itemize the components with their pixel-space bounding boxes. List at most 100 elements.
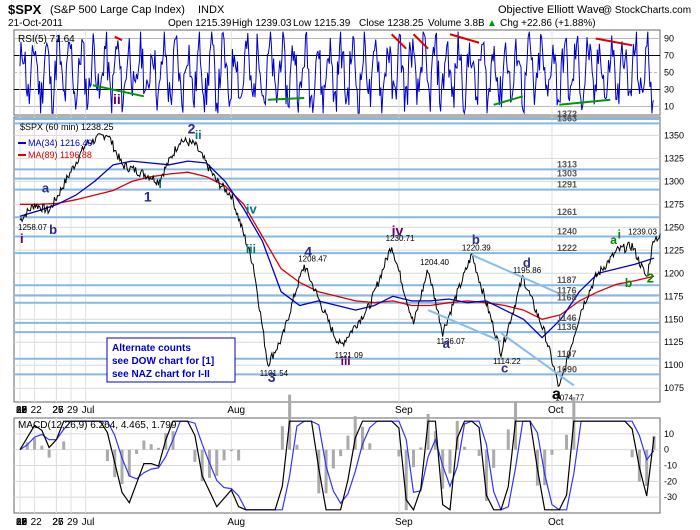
macd-hist-bar (361, 426, 365, 450)
macd-hist-bar (33, 438, 37, 450)
chart-description: (S&P 500 Large Cap Index) (50, 4, 185, 16)
x-tick-label: 20 (16, 405, 28, 416)
price-label: 1258.07 (18, 223, 47, 232)
divergence-line (92, 84, 145, 98)
x-tick-label: 25 (52, 405, 64, 416)
x-tick-label: 17 (16, 517, 28, 528)
open-value: Open 1215.39 (168, 18, 232, 29)
trendlines (427, 253, 575, 387)
macd-hist-bar (47, 449, 51, 458)
fib-label: 1176 (557, 285, 577, 295)
macd-hist-bar (645, 449, 649, 486)
x-tick-label: 27 (52, 405, 64, 416)
macd-hist-bar (105, 449, 109, 462)
x-tick-label: Sep (395, 405, 413, 416)
site-title: Objective Elliott Wave (498, 4, 605, 16)
wave-label: iv (246, 202, 258, 217)
price-label: 1101.54 (260, 369, 289, 378)
x-tick-label: 19 (16, 405, 28, 416)
price-label: 1136.07 (437, 337, 466, 346)
macd-hist-bar (463, 446, 467, 450)
low-value: Low 1215.39 (293, 18, 351, 29)
macd-hist-bar (448, 449, 452, 474)
wave-label: a (610, 233, 617, 247)
x-tick-label: 6 (16, 517, 22, 528)
ma89-line (20, 171, 655, 320)
rsi-tick-label: 10 (664, 102, 674, 112)
macd-hist-bar (127, 449, 131, 477)
alternate-count-box (106, 337, 236, 383)
macd-hist-bar (412, 449, 416, 468)
x-tick-label: 27 (52, 517, 64, 528)
macd-hist-bar (426, 413, 430, 450)
macd-hist-bar (477, 449, 481, 456)
ma89-legend: MA(89) 1196.88 (28, 150, 92, 160)
x-tick-label: 11 (16, 517, 27, 528)
rsi-tick-label: 30 (664, 85, 674, 95)
change-value: Chg +22.86 (+1.88%) (500, 18, 596, 29)
x-tick-label: 19 (16, 517, 28, 528)
macd-hist-bar (156, 447, 160, 450)
x-tick-label: 20 (16, 517, 28, 528)
price-tick-label: 1325 (664, 153, 684, 163)
macd-signal-line (19, 420, 655, 511)
x-tick-label: 29 (67, 405, 79, 416)
trendline (471, 253, 560, 295)
rsi-tick-label: 50 (664, 68, 674, 78)
macd-hist-bar (368, 443, 372, 450)
x-tick-label: 25 (52, 517, 64, 528)
price-label: 1230.71 (386, 234, 415, 243)
divergence-line (449, 33, 480, 44)
macd-hist-bar (353, 416, 357, 450)
price-label: 1074.77 (555, 393, 584, 402)
chart-symbol: $SPX (8, 2, 42, 17)
wave-label: ii (113, 91, 121, 107)
divergence-line (267, 97, 305, 101)
macd-hist-bar (339, 449, 343, 457)
price-labels: 1258.07 1101.54 1208.47 1121.09 1230.71 1204.… (18, 223, 657, 403)
macd-hist-bar (200, 449, 204, 482)
x-tick-label: 8 (16, 405, 22, 416)
x-tick-label: Oct (548, 517, 564, 528)
macd-hist-bar (25, 442, 29, 450)
macd-hist-bar (652, 435, 656, 450)
wave-label: 1 (144, 189, 152, 205)
price-tick-label: 1175 (664, 291, 683, 301)
price-tick-label: 1250 (664, 222, 684, 232)
wave-label: ii (195, 128, 202, 142)
fib-label: 1168 (557, 293, 577, 303)
x-tick-label: 29 (67, 517, 79, 528)
wave-label: iii (246, 242, 256, 256)
divergence-line (114, 35, 123, 42)
divergence-line (559, 98, 611, 106)
fib-label: 1261 (557, 207, 577, 217)
price-tick-label: 1150 (664, 314, 683, 324)
macd-hist-bar (142, 440, 146, 450)
price-tick-label: 1200 (664, 268, 684, 278)
trendline (427, 309, 502, 343)
macd-hist-bar (404, 449, 408, 511)
fib-label: 1090 (557, 364, 577, 374)
price-tick-label: 1300 (664, 176, 684, 186)
price-line (19, 133, 661, 388)
wave-label: b (625, 276, 632, 290)
x-tick-label: 22 (31, 405, 43, 416)
macd-hist-bar (484, 449, 488, 501)
x-tick-label: 15 (16, 517, 28, 528)
macd-hist-bar (135, 449, 139, 454)
macd-hist-bar (419, 447, 423, 450)
macd-tick-label: -10 (664, 461, 677, 471)
price-tick-label: 1100 (664, 360, 683, 370)
macd-hist-bar (215, 449, 219, 476)
alternate-count-line2: see DOW chart for [1] (112, 356, 214, 367)
wave-label: 2 (188, 121, 196, 137)
macd-tick-label: 0 (664, 445, 669, 455)
wave-label: a (443, 336, 451, 351)
macd-hist-bar (441, 449, 445, 489)
alternate-count-line3: see NAZ chart for I-II (112, 369, 210, 380)
fib-label: 1240 (557, 227, 577, 237)
wave-label: 3 (268, 369, 276, 385)
wave-label: iii (341, 354, 351, 368)
